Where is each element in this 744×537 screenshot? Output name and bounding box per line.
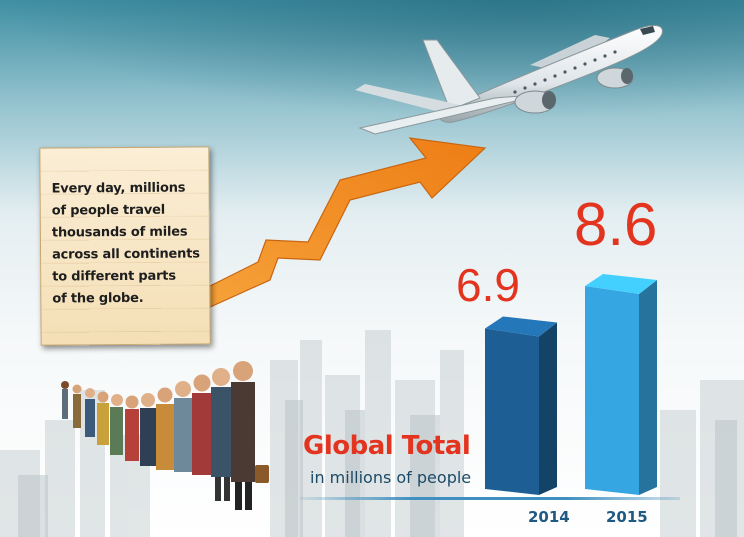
info-note-card: Every day, millions of people travel tho… xyxy=(39,146,213,346)
x-tick-label-2015: 2015 xyxy=(606,508,648,526)
chart-subtitle: in millions of people xyxy=(310,468,472,487)
bar-2014 xyxy=(485,316,557,495)
bar-2015 xyxy=(585,274,657,495)
note-line: across all continents xyxy=(52,246,200,263)
note-line: thousands of miles xyxy=(51,224,188,241)
note-line: Every day, millions xyxy=(51,180,186,197)
note-line: of people travel xyxy=(51,202,166,219)
chart-baseline xyxy=(300,497,680,500)
chart-title: Global Total xyxy=(303,431,471,461)
note-line: of the globe. xyxy=(52,290,144,307)
bar-value-label-2015: 8.6 xyxy=(574,191,658,258)
note-text: Every day, millions of people travel tho… xyxy=(52,177,213,310)
crowd-illustration xyxy=(61,361,269,510)
bar-value-label-2014: 6.9 xyxy=(456,259,520,311)
airplane-icon xyxy=(355,25,663,135)
bar-chart xyxy=(485,274,657,495)
growth-arrow-icon xyxy=(201,137,487,309)
note-line: to different parts xyxy=(52,268,176,285)
x-tick-label-2014: 2014 xyxy=(528,508,570,526)
